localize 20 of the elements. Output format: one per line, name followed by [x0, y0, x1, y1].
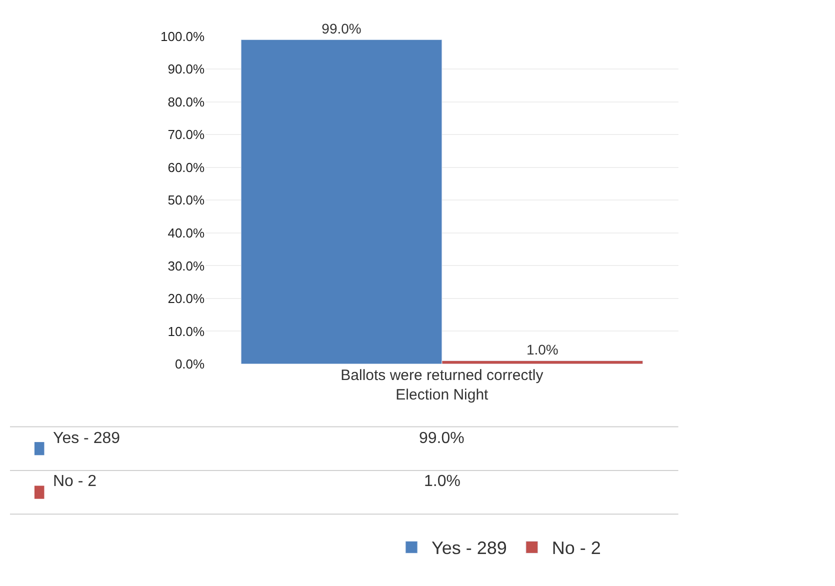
y-tick-label: 80.0% — [168, 94, 206, 110]
y-tick-label: 20.0% — [168, 291, 206, 306]
y-tick-label: 30.0% — [168, 258, 206, 274]
text: 99.0% — [419, 430, 464, 447]
text: No - 2 — [53, 473, 97, 490]
y-tick-label: 90.0% — [168, 62, 206, 77]
data-label: 1.0% — [526, 342, 558, 358]
legend-label: Yes - 289 — [53, 430, 120, 447]
y-tick-label: 50.0% — [168, 192, 206, 208]
text: Yes - 289 — [432, 538, 507, 558]
y-tick-label: 40.0% — [168, 225, 206, 240]
y-tick-label: 100.0% — [160, 28, 206, 44]
y-tick-label: 70.0% — [168, 127, 206, 142]
x-tick-label: Ballots were returned correctly Election Night — [340, 366, 544, 404]
y-tick-label: 0.0% — [174, 356, 206, 372]
legend-label: No - 2 — [552, 538, 601, 558]
y-tick-label: 60.0% — [168, 160, 206, 175]
text: 1.0% — [424, 473, 460, 490]
y-tick-label: 10.0% — [168, 324, 206, 339]
data-label: 99.0% — [322, 20, 362, 37]
